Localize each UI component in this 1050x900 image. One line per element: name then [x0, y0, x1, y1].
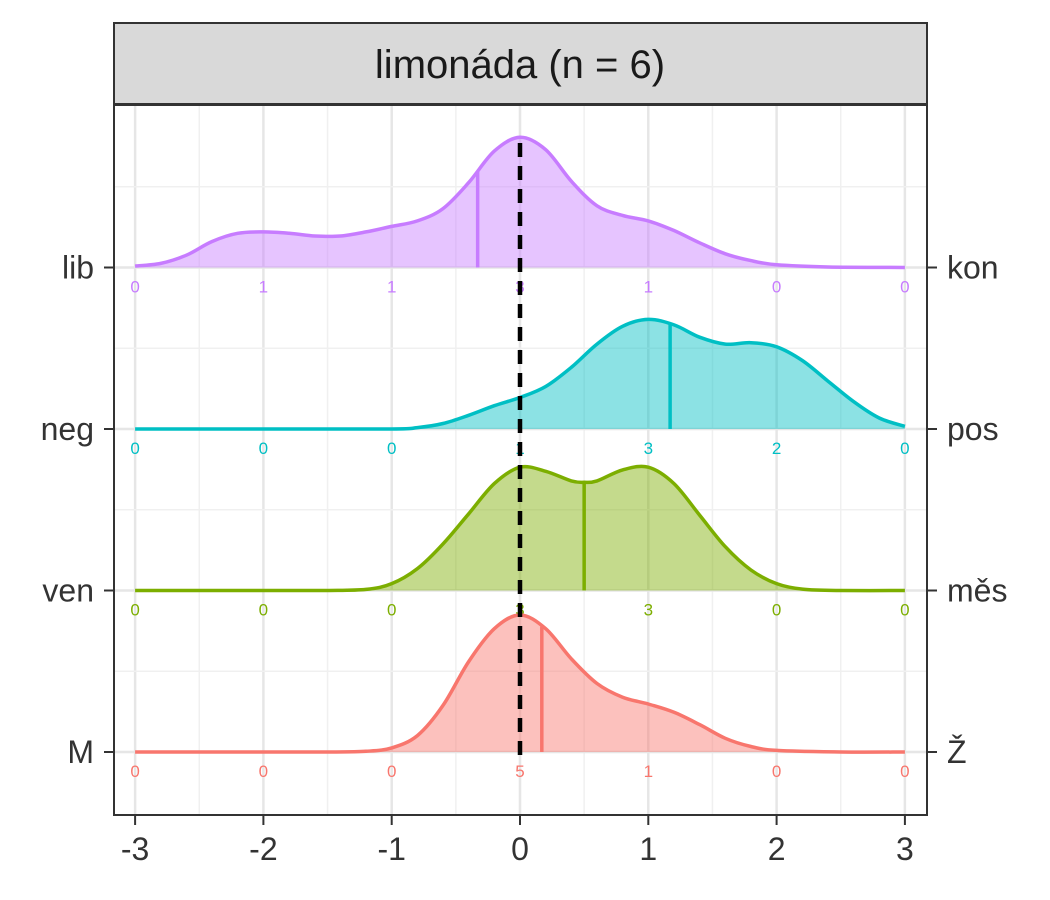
count-label: 0	[772, 278, 781, 297]
count-label: 3	[644, 601, 653, 620]
y-label-right: Ž	[947, 734, 967, 770]
ridge-ven: 0003300	[130, 464, 910, 620]
count-label: 2	[772, 439, 781, 458]
y-label-left: neg	[41, 411, 94, 447]
count-label: 5	[515, 762, 524, 781]
count-label: 1	[644, 278, 653, 297]
x-tick-label: 0	[511, 831, 529, 867]
plot-panel: 0113100000132000033000005100	[113, 104, 928, 816]
facet-strip-background	[113, 22, 928, 105]
count-label: 0	[772, 601, 781, 620]
count-label: 3	[644, 439, 653, 458]
count-label: 0	[900, 601, 909, 620]
count-label: 0	[387, 439, 396, 458]
count-label: 0	[772, 762, 781, 781]
count-label: 0	[130, 278, 139, 297]
density-line	[135, 613, 905, 754]
y-label-right: měs	[947, 573, 1007, 609]
count-label: 1	[644, 762, 653, 781]
y-label-right: kon	[947, 250, 999, 286]
density-line	[135, 317, 906, 431]
y-label-left: ven	[42, 573, 94, 609]
y-label-right: pos	[947, 411, 999, 447]
x-tick-label: 2	[768, 831, 786, 867]
density-line	[135, 464, 905, 593]
count-label: 0	[900, 278, 909, 297]
x-tick-label: -2	[249, 831, 277, 867]
count-label: 0	[387, 601, 396, 620]
y-label-left: lib	[62, 250, 94, 286]
count-label: 0	[900, 762, 909, 781]
count-label: 0	[259, 601, 268, 620]
count-label: 1	[259, 278, 268, 297]
y-label-left: M	[67, 734, 94, 770]
ridge-neg: 0001320	[130, 317, 910, 458]
density-area	[135, 319, 905, 430]
density-line	[134, 135, 905, 270]
count-label: 0	[130, 762, 139, 781]
count-label: 0	[130, 601, 139, 620]
x-tick-label: 1	[639, 831, 657, 867]
count-label: 0	[900, 439, 909, 458]
density-area	[135, 466, 905, 591]
count-label: 0	[259, 439, 268, 458]
count-label: 0	[259, 762, 268, 781]
x-tick-label: -3	[121, 831, 149, 867]
count-label: 0	[130, 439, 139, 458]
facet-strip: limonáda (n = 6)	[113, 22, 928, 105]
facet-title: limonáda (n = 6)	[375, 43, 665, 87]
x-tick-label: -1	[377, 831, 405, 867]
x-tick-label: 3	[896, 831, 914, 867]
count-label: 1	[387, 278, 396, 297]
count-label: 0	[387, 762, 396, 781]
